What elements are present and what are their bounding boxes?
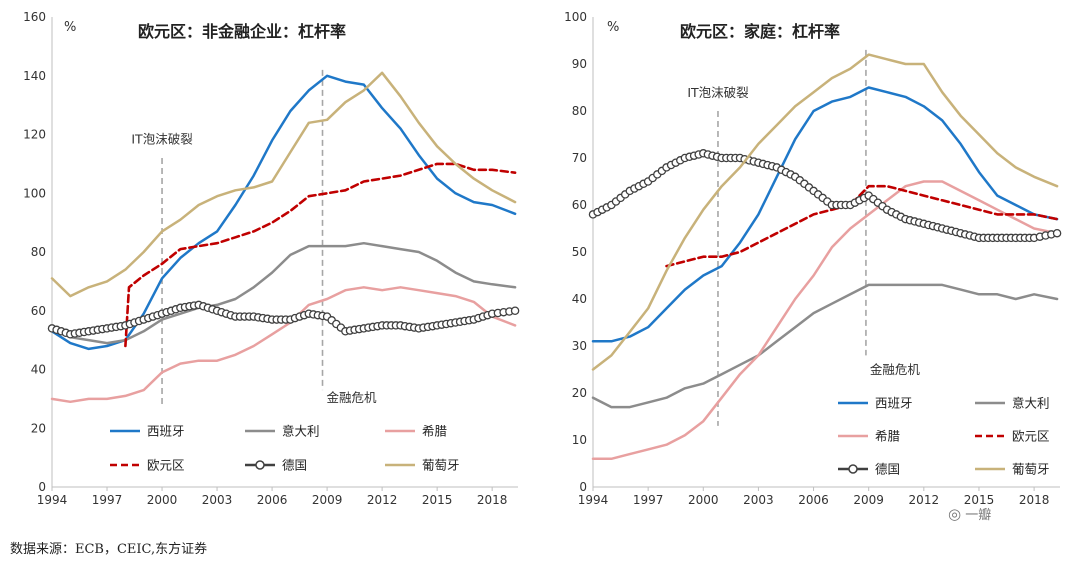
legend-label: 葡萄牙 bbox=[422, 458, 460, 473]
x-tick-label: 2000 bbox=[688, 493, 719, 507]
y-tick-label: 140 bbox=[23, 69, 46, 83]
y-tick-label: 80 bbox=[31, 245, 46, 259]
legend-label: 德国 bbox=[875, 462, 900, 477]
y-unit-label: % bbox=[607, 20, 619, 35]
y-tick-label: 40 bbox=[31, 363, 46, 377]
event-label: 金融危机 bbox=[327, 390, 378, 405]
series-line-葡萄牙 bbox=[50, 71, 517, 298]
chart-household-leverage: 0 10 20 30 40 50 60 70 80 90 100 1994 1997 2000 2003 20… bbox=[564, 10, 1062, 507]
y-tick-label: 70 bbox=[572, 151, 587, 165]
y-tick-label: 90 bbox=[572, 57, 587, 71]
series-line-西班牙 bbox=[591, 86, 1059, 343]
series-marker-德国 bbox=[510, 306, 520, 315]
legend-label: 西班牙 bbox=[147, 424, 185, 439]
legend-label: 德国 bbox=[282, 458, 307, 473]
y-tick-label: 20 bbox=[31, 421, 46, 435]
x-tick-label: 1994 bbox=[37, 493, 68, 507]
y-tick-label: 100 bbox=[23, 186, 46, 200]
legend-label: 意大利 bbox=[1012, 396, 1050, 411]
legend-label: 西班牙 bbox=[875, 396, 913, 411]
watermark-text: 一瓣 bbox=[965, 508, 992, 523]
y-tick-label: 50 bbox=[572, 245, 587, 259]
y-tick-label: 80 bbox=[572, 104, 587, 118]
y-tick-label: 60 bbox=[31, 304, 46, 318]
series-line-欧元区 bbox=[124, 162, 517, 348]
y-tick-label: 20 bbox=[572, 386, 587, 400]
x-tick-label: 2015 bbox=[964, 493, 995, 507]
legend-label: 欧元区 bbox=[1012, 429, 1050, 444]
x-tick-label: 1997 bbox=[633, 493, 664, 507]
chart-title: 欧元区：非金融企业：杠杆率 bbox=[138, 22, 346, 41]
x-tick-label: 2018 bbox=[1019, 493, 1050, 507]
x-tick-label: 1994 bbox=[578, 493, 609, 507]
x-tick-label: 2009 bbox=[853, 493, 884, 507]
y-tick-label: 160 bbox=[23, 10, 46, 24]
x-tick-label: 2015 bbox=[422, 493, 453, 507]
wechat-icon: ◎ bbox=[948, 505, 962, 523]
y-tick-label: 100 bbox=[564, 10, 587, 24]
event-label: IT泡沫破裂 bbox=[687, 85, 748, 100]
series-line-欧元区 bbox=[665, 184, 1059, 268]
legend-label: 希腊 bbox=[875, 429, 901, 444]
series-line-意大利 bbox=[591, 283, 1059, 409]
x-tick-label: 2003 bbox=[743, 493, 774, 507]
y-tick-label: 40 bbox=[572, 292, 587, 306]
legend-marker-德国 bbox=[255, 460, 265, 470]
series-line-意大利 bbox=[50, 241, 517, 345]
event-label: 金融危机 bbox=[870, 362, 921, 377]
x-tick-label: 2000 bbox=[147, 493, 178, 507]
watermark-logo: ◎ 一瓣 bbox=[948, 504, 991, 523]
x-tick-label: 2018 bbox=[477, 493, 508, 507]
legend-label: 葡萄牙 bbox=[1012, 462, 1050, 477]
x-tick-label: 2006 bbox=[798, 493, 829, 507]
series-line-西班牙 bbox=[50, 74, 517, 351]
chart-title: 欧元区：家庭：杠杆率 bbox=[680, 22, 840, 41]
legend-label: 意大利 bbox=[282, 424, 320, 439]
y-tick-label: 0 bbox=[38, 480, 46, 494]
series-line-希腊 bbox=[591, 180, 1059, 461]
x-tick-label: 2006 bbox=[257, 493, 288, 507]
series-marker-德国 bbox=[1052, 228, 1062, 238]
x-tick-label: 1997 bbox=[92, 493, 123, 507]
y-unit-label: % bbox=[64, 20, 76, 35]
event-label: IT泡沫破裂 bbox=[131, 131, 192, 146]
legend-label: 欧元区 bbox=[147, 458, 185, 473]
legend-label: 希腊 bbox=[422, 424, 448, 439]
x-tick-label: 2012 bbox=[909, 493, 940, 507]
y-tick-label: 0 bbox=[579, 480, 587, 494]
x-tick-label: 2012 bbox=[367, 493, 398, 507]
x-tick-label: 2003 bbox=[202, 493, 233, 507]
x-tick-label: 2009 bbox=[312, 493, 343, 507]
y-tick-label: 60 bbox=[572, 198, 587, 212]
y-tick-label: 30 bbox=[572, 339, 587, 353]
chart-nonfinancial-corporate-leverage: 0 20 40 60 80 100 120 140 160 1994 1997 2000 2003 200… bbox=[23, 10, 520, 507]
legend-marker-德国 bbox=[848, 464, 858, 474]
data-source-note: 数据来源：ECB，CEIC,东方证券 bbox=[10, 542, 208, 557]
y-tick-label: 10 bbox=[572, 433, 587, 447]
series-line-希腊 bbox=[50, 286, 517, 404]
series-line-葡萄牙 bbox=[591, 53, 1059, 371]
y-tick-label: 120 bbox=[23, 128, 46, 142]
